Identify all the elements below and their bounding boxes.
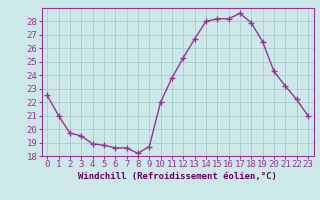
X-axis label: Windchill (Refroidissement éolien,°C): Windchill (Refroidissement éolien,°C) [78,172,277,181]
